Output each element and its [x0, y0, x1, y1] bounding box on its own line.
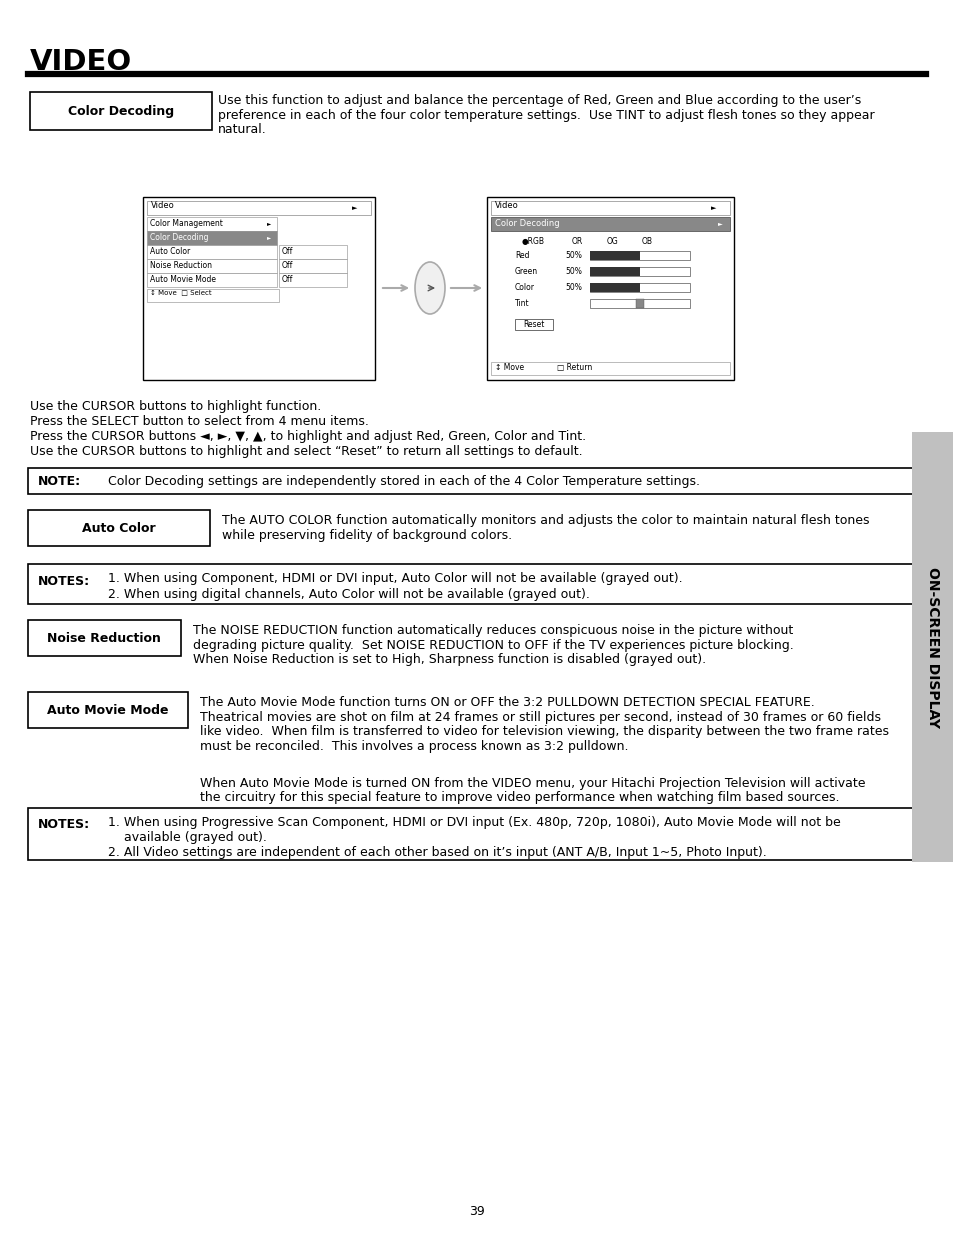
Text: NOTES:: NOTES:: [38, 818, 90, 831]
Text: The AUTO COLOR function automatically monitors and adjusts the color to maintain: The AUTO COLOR function automatically mo…: [222, 514, 868, 527]
Text: ►: ►: [267, 236, 271, 241]
Text: 50%: 50%: [564, 283, 581, 291]
Bar: [278, 273, 347, 287]
Text: ↕ Move: ↕ Move: [495, 363, 523, 372]
Text: ►: ►: [717, 221, 721, 226]
Bar: [147, 259, 276, 273]
Text: Theatrical movies are shot on film at 24 frames or still pictures per second, in: Theatrical movies are shot on film at 24…: [200, 710, 880, 724]
Text: Auto Movie Mode: Auto Movie Mode: [48, 704, 169, 716]
Text: Video: Video: [151, 201, 174, 210]
Bar: [589, 299, 689, 308]
Bar: [278, 245, 347, 259]
Bar: [491, 201, 729, 215]
Bar: [491, 217, 729, 231]
Text: Off: Off: [282, 275, 294, 284]
Text: Off: Off: [282, 261, 294, 270]
Bar: [147, 245, 276, 259]
Text: Video: Video: [495, 201, 518, 210]
Text: Use this function to adjust and balance the percentage of Red, Green and Blue ac: Use this function to adjust and balance …: [218, 94, 861, 107]
Text: Reset: Reset: [523, 320, 544, 329]
Bar: [589, 251, 689, 261]
Bar: [28, 510, 210, 546]
Text: Red: Red: [515, 251, 529, 261]
Text: preference in each of the four color temperature settings.  Use TINT to adjust f: preference in each of the four color tem…: [218, 109, 874, 121]
Text: Color Decoding: Color Decoding: [150, 233, 209, 242]
Text: Use the CURSOR buttons to highlight function.: Use the CURSOR buttons to highlight func…: [30, 400, 321, 412]
Bar: [491, 362, 729, 375]
Bar: [28, 620, 181, 656]
Bar: [30, 91, 212, 130]
Text: available (grayed out).: available (grayed out).: [108, 831, 267, 844]
Text: NOTE:: NOTE:: [38, 474, 81, 488]
Text: Color: Color: [515, 283, 535, 291]
Text: ●RGB: ●RGB: [521, 237, 544, 246]
Text: VIDEO: VIDEO: [30, 48, 132, 77]
Bar: [911, 432, 953, 862]
Bar: [147, 231, 276, 245]
Text: ►: ►: [352, 205, 357, 211]
Text: The NOISE REDUCTION function automatically reduces conspicuous noise in the pict: The NOISE REDUCTION function automatical…: [193, 624, 792, 637]
Bar: [147, 201, 371, 215]
Text: Press the CURSOR buttons ◄, ►, ▼, ▲, to highlight and adjust Red, Green, Color a: Press the CURSOR buttons ◄, ►, ▼, ▲, to …: [30, 430, 585, 443]
Bar: [278, 259, 347, 273]
Bar: [589, 267, 639, 275]
Bar: [147, 273, 276, 287]
Text: must be reconciled.  This involves a process known as 3:2 pulldown.: must be reconciled. This involves a proc…: [200, 740, 628, 752]
Text: degrading picture quality.  Set NOISE REDUCTION to OFF if the TV experiences pic: degrading picture quality. Set NOISE RED…: [193, 638, 793, 652]
Text: ↕ Move  □ Select: ↕ Move □ Select: [150, 290, 212, 296]
Text: Press the SELECT button to select from 4 menu items.: Press the SELECT button to select from 4…: [30, 415, 369, 429]
Text: When Noise Reduction is set to High, Sharpness function is disabled (grayed out): When Noise Reduction is set to High, Sha…: [193, 653, 705, 666]
Text: the circuitry for this special feature to improve video performance when watchin: the circuitry for this special feature t…: [200, 790, 839, 804]
Text: Green: Green: [515, 267, 537, 275]
Text: 39: 39: [469, 1205, 484, 1218]
Text: 1. When using Component, HDMI or DVI input, Auto Color will not be available (gr: 1. When using Component, HDMI or DVI inp…: [108, 572, 682, 585]
Bar: [515, 319, 553, 330]
Text: □ Return: □ Return: [557, 363, 592, 372]
Bar: [147, 217, 276, 231]
Text: Use the CURSOR buttons to highlight and select “Reset” to return all settings to: Use the CURSOR buttons to highlight and …: [30, 445, 582, 458]
Text: Noise Reduction: Noise Reduction: [47, 631, 161, 645]
Text: The Auto Movie Mode function turns ON or OFF the 3:2 PULLDOWN DETECTION SPECIAL : The Auto Movie Mode function turns ON or…: [200, 697, 814, 709]
Bar: [589, 267, 689, 275]
Text: Auto Color: Auto Color: [82, 521, 155, 535]
Text: 2. When using digital channels, Auto Color will not be available (grayed out).: 2. When using digital channels, Auto Col…: [108, 588, 589, 601]
Bar: [636, 299, 643, 308]
Bar: [28, 808, 927, 860]
Text: Tint: Tint: [515, 299, 529, 308]
Bar: [589, 283, 689, 291]
Text: like video.  When film is transferred to video for television viewing, the dispa: like video. When film is transferred to …: [200, 725, 888, 739]
Text: OG: OG: [606, 237, 618, 246]
Text: 50%: 50%: [564, 267, 581, 275]
Text: When Auto Movie Mode is turned ON from the VIDEO menu, your Hitachi Projection T: When Auto Movie Mode is turned ON from t…: [200, 777, 864, 789]
Text: Color Decoding settings are independently stored in each of the 4 Color Temperat: Color Decoding settings are independentl…: [108, 474, 700, 488]
Text: Auto Movie Mode: Auto Movie Mode: [150, 275, 215, 284]
Text: ►: ►: [711, 205, 716, 211]
Bar: [486, 198, 733, 380]
Text: Color Decoding: Color Decoding: [68, 105, 173, 117]
Text: 1. When using Progressive Scan Component, HDMI or DVI input (Ex. 480p, 720p, 108: 1. When using Progressive Scan Component…: [108, 816, 840, 829]
Text: natural.: natural.: [218, 124, 267, 136]
Text: NOTES:: NOTES:: [38, 576, 90, 588]
Bar: [589, 251, 639, 261]
Ellipse shape: [415, 262, 444, 314]
Text: Color Decoding: Color Decoding: [495, 219, 559, 228]
Text: Off: Off: [282, 247, 294, 256]
Text: OB: OB: [641, 237, 652, 246]
Text: 50%: 50%: [564, 251, 581, 261]
Bar: [28, 692, 188, 727]
Text: ►: ►: [267, 221, 271, 226]
Bar: [143, 198, 375, 380]
Text: Color Management: Color Management: [150, 219, 223, 228]
Bar: [28, 468, 927, 494]
Text: Noise Reduction: Noise Reduction: [150, 261, 212, 270]
Text: 2. All Video settings are independent of each other based on it’s input (ANT A/B: 2. All Video settings are independent of…: [108, 846, 766, 860]
Bar: [589, 283, 639, 291]
Bar: [28, 564, 927, 604]
Text: ON-SCREEN DISPLAY: ON-SCREEN DISPLAY: [925, 567, 939, 727]
Bar: [147, 289, 278, 303]
Text: OR: OR: [572, 237, 582, 246]
Text: Auto Color: Auto Color: [150, 247, 190, 256]
Text: while preserving fidelity of background colors.: while preserving fidelity of background …: [222, 529, 512, 542]
